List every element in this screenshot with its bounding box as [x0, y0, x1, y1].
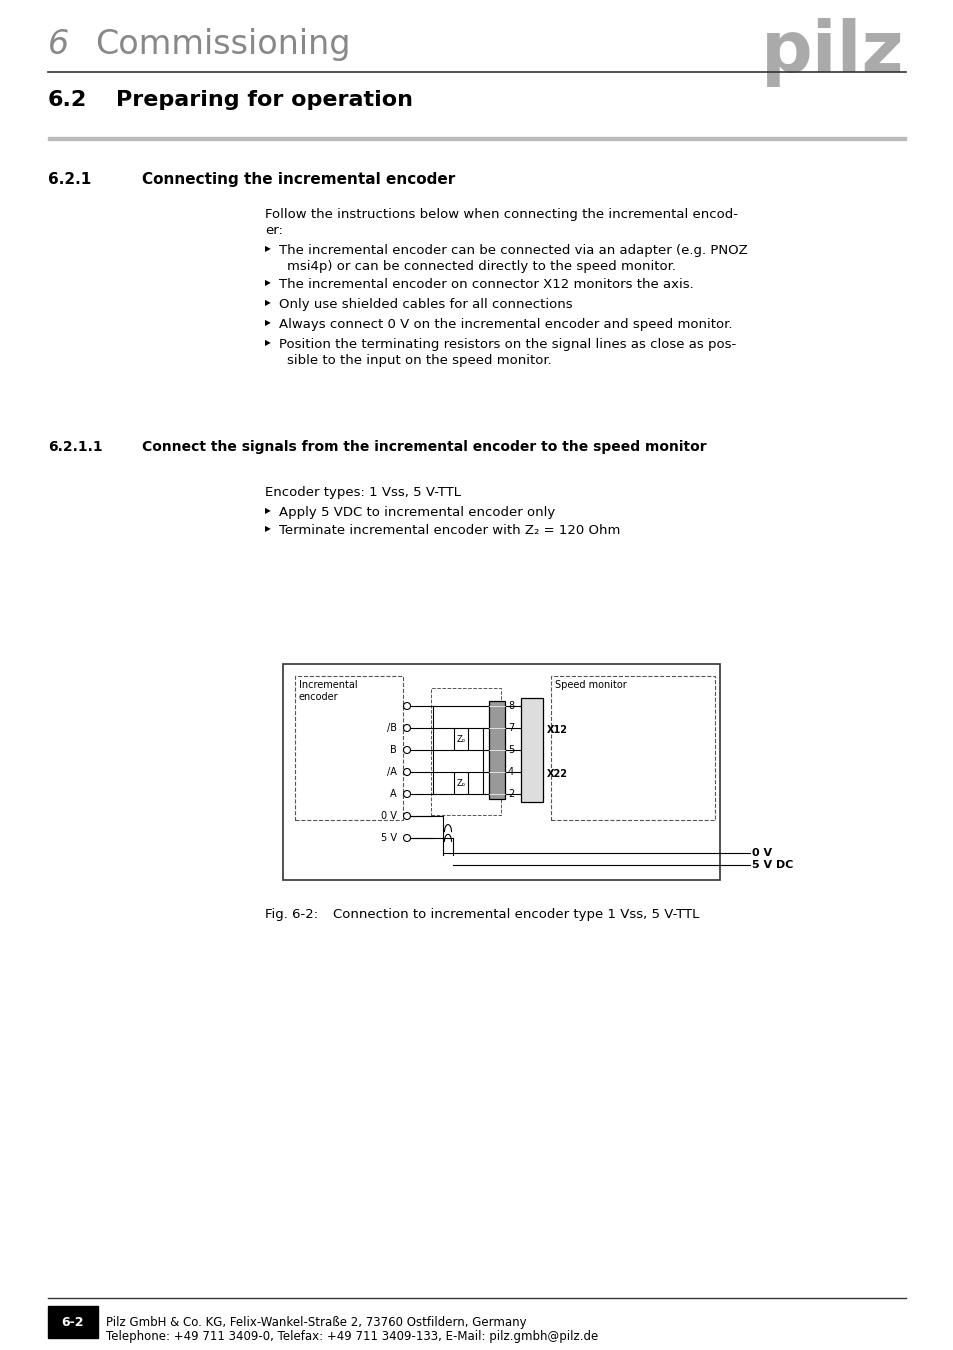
Text: Apply 5 VDC to incremental encoder only: Apply 5 VDC to incremental encoder only: [278, 506, 555, 518]
Bar: [294, 676, 402, 819]
Text: Preparing for operation: Preparing for operation: [116, 90, 413, 109]
Bar: [520, 698, 542, 802]
Text: /A: /A: [387, 767, 396, 778]
Text: X12: X12: [546, 725, 567, 734]
Circle shape: [403, 768, 410, 775]
Text: Zₒ: Zₒ: [456, 734, 465, 744]
Text: Connect the signals from the incremental encoder to the speed monitor: Connect the signals from the incremental…: [142, 440, 706, 454]
Text: B: B: [390, 745, 396, 755]
Text: er:: er:: [265, 224, 283, 238]
Text: 6.2.1.1: 6.2.1.1: [48, 440, 103, 454]
Text: Pilz GmbH & Co. KG, Felix-Wankel-Straße 2, 73760 Ostfildern, Germany: Pilz GmbH & Co. KG, Felix-Wankel-Straße …: [106, 1316, 526, 1328]
Text: 6: 6: [48, 28, 70, 61]
Text: 5: 5: [507, 745, 514, 755]
Text: ▶: ▶: [265, 506, 271, 514]
Circle shape: [403, 791, 410, 798]
Text: 8: 8: [507, 701, 514, 711]
Text: /B: /B: [387, 724, 396, 733]
Text: Telephone: +49 711 3409-0, Telefax: +49 711 3409-133, E-Mail: pilz.gmbh@pilz.de: Telephone: +49 711 3409-0, Telefax: +49 …: [106, 1330, 598, 1343]
Text: Speed monitor: Speed monitor: [555, 680, 626, 690]
Circle shape: [403, 725, 410, 732]
Text: Position the terminating resistors on the signal lines as close as pos-: Position the terminating resistors on th…: [278, 338, 736, 351]
Bar: [48, 136, 905, 140]
Text: msi4p) or can be connected directly to the speed monitor.: msi4p) or can be connected directly to t…: [287, 261, 676, 273]
Text: 7: 7: [507, 724, 514, 733]
Text: 5 V DC: 5 V DC: [751, 860, 793, 869]
Text: ▶: ▶: [265, 338, 271, 347]
Text: ▶: ▶: [265, 244, 271, 252]
Text: Encoder types: 1 Vss, 5 V-TTL: Encoder types: 1 Vss, 5 V-TTL: [265, 486, 460, 500]
Bar: [489, 701, 504, 799]
Text: 6-2: 6-2: [62, 1315, 84, 1328]
Circle shape: [403, 834, 410, 841]
Text: Only use shielded cables for all connections: Only use shielded cables for all connect…: [278, 298, 572, 311]
Text: ▶: ▶: [265, 319, 271, 327]
Text: Commissioning: Commissioning: [95, 28, 350, 61]
Text: ▶: ▶: [265, 298, 271, 306]
Text: Incremental
encoder: Incremental encoder: [298, 680, 357, 702]
Text: The incremental encoder can be connected via an adapter (e.g. PNOZ: The incremental encoder can be connected…: [278, 244, 747, 256]
Text: Terminate incremental encoder with Z₂ = 120 Ohm: Terminate incremental encoder with Z₂ = …: [278, 524, 619, 537]
Bar: [431, 688, 500, 815]
Bar: [551, 676, 714, 819]
Text: 0 V: 0 V: [751, 848, 771, 859]
Circle shape: [403, 747, 410, 753]
Text: Zₒ: Zₒ: [456, 779, 465, 787]
Text: 6.2: 6.2: [48, 90, 87, 109]
Bar: [283, 664, 720, 880]
Text: The incremental encoder on connector X12 monitors the axis.: The incremental encoder on connector X12…: [278, 278, 693, 292]
Text: 5 V: 5 V: [380, 833, 396, 842]
Text: Always connect 0 V on the incremental encoder and speed monitor.: Always connect 0 V on the incremental en…: [278, 319, 732, 331]
Circle shape: [403, 813, 410, 819]
Text: Follow the instructions below when connecting the incremental encod-: Follow the instructions below when conne…: [265, 208, 738, 221]
Text: sible to the input on the speed monitor.: sible to the input on the speed monitor.: [287, 354, 551, 367]
Text: Connection to incremental encoder type 1 Vss, 5 V-TTL: Connection to incremental encoder type 1…: [333, 909, 699, 921]
Text: X22: X22: [546, 769, 567, 779]
Text: 6.2.1: 6.2.1: [48, 171, 91, 188]
Bar: [454, 772, 468, 794]
Text: Fig. 6-2:: Fig. 6-2:: [265, 909, 317, 921]
Text: 4: 4: [507, 767, 514, 778]
Text: 2: 2: [507, 788, 514, 799]
Text: ▶: ▶: [265, 524, 271, 533]
Text: A: A: [390, 788, 396, 799]
Text: 0 V: 0 V: [381, 811, 396, 821]
Text: pilz: pilz: [760, 18, 904, 86]
Bar: [454, 728, 468, 751]
Text: Connecting the incremental encoder: Connecting the incremental encoder: [142, 171, 455, 188]
Circle shape: [403, 702, 410, 710]
Bar: [48, 1305, 98, 1338]
Text: ▶: ▶: [265, 278, 271, 288]
